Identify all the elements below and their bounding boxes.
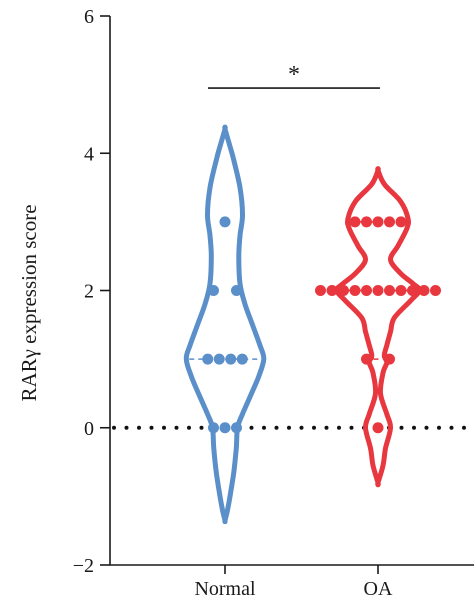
data-point — [231, 285, 242, 296]
violins — [183, 124, 441, 525]
data-point — [361, 353, 372, 365]
annotations: * — [208, 62, 380, 89]
data-point — [430, 285, 441, 296]
y-tick-label: 6 — [84, 6, 94, 28]
x-tick-label: Normal — [194, 578, 256, 600]
data-point — [219, 216, 231, 228]
data-point — [395, 216, 407, 228]
x-tick-label: OA — [364, 578, 393, 600]
data-point — [384, 285, 395, 296]
data-point — [231, 422, 242, 434]
data-point — [361, 285, 372, 296]
data-point — [208, 285, 219, 296]
data-point — [349, 285, 361, 296]
data-point — [407, 285, 418, 296]
y-axis-label: RARγ expression score — [17, 204, 41, 401]
y-axis: −2 0 2 4 6 — [73, 6, 111, 577]
violin-oa — [315, 166, 441, 488]
data-point — [395, 285, 407, 296]
data-point — [372, 216, 384, 228]
y-tick-label: 2 — [84, 281, 94, 303]
data-point — [384, 353, 395, 365]
data-point — [338, 285, 349, 296]
data-point — [326, 285, 338, 296]
data-point — [236, 353, 248, 365]
data-point — [418, 285, 430, 296]
y-tick-label: −2 — [73, 555, 94, 577]
data-point — [361, 216, 372, 228]
data-point — [219, 422, 231, 434]
y-tick-label: 0 — [84, 418, 94, 440]
data-point — [315, 285, 326, 296]
data-point — [213, 353, 225, 365]
y-tick-label: 4 — [84, 143, 94, 165]
violin-outline — [183, 124, 267, 525]
violin-outline — [334, 166, 422, 488]
x-axis: Normal OA — [110, 564, 474, 600]
data-point — [202, 353, 214, 365]
significance-label: * — [288, 62, 300, 88]
data-point — [384, 216, 395, 228]
data-point — [208, 422, 219, 434]
data-point — [372, 422, 384, 434]
data-point — [372, 285, 384, 296]
violin-normal — [183, 124, 267, 525]
data-point — [349, 216, 361, 228]
data-point — [225, 353, 237, 365]
